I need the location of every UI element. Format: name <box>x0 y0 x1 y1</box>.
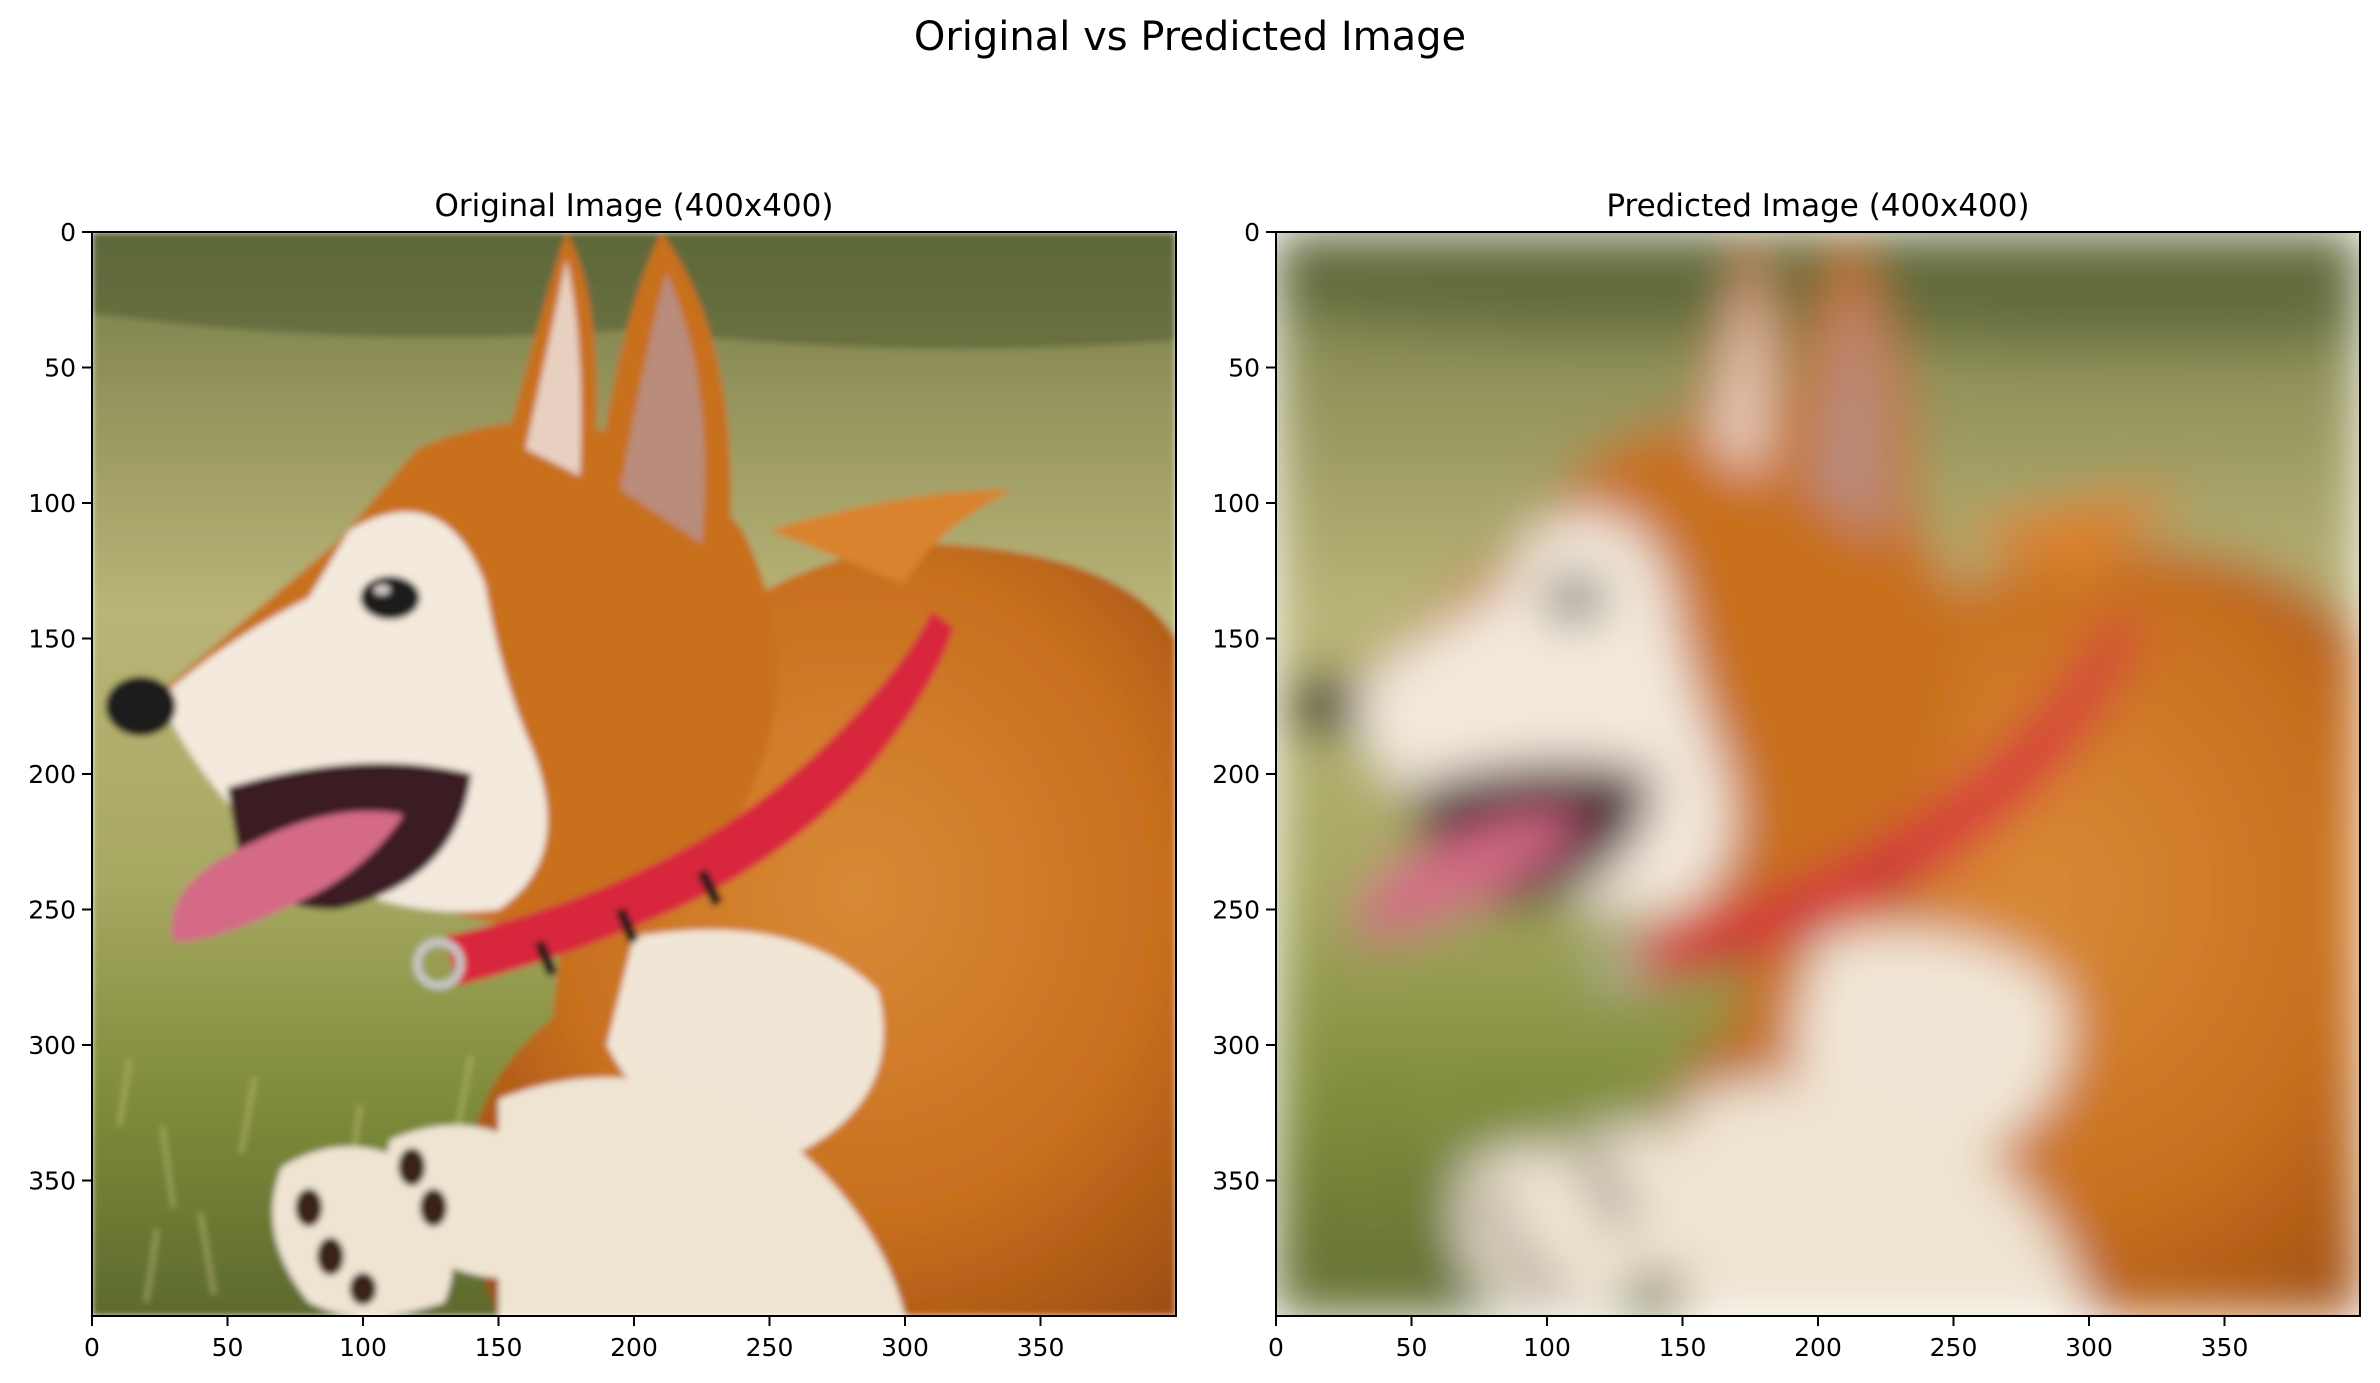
x-tick-label-original: 350 <box>1017 1333 1065 1362</box>
y-tick-label-original: 200 <box>28 760 76 789</box>
y-tick-label-predicted: 200 <box>1212 760 1260 789</box>
y-tick-label-predicted: 0 <box>1244 218 1260 247</box>
x-axis-original: 0 50 100 150 200 250 300 350 <box>84 1316 1064 1362</box>
y-tick-label-original: 300 <box>28 1031 76 1060</box>
x-tick-label-predicted: 50 <box>1396 1333 1428 1362</box>
y-tick-label-original: 0 <box>60 218 76 247</box>
y-axis-original: 0 50 100 150 200 250 300 350 <box>28 218 92 1196</box>
x-axis-predicted: 0 50 100 150 200 250 300 350 <box>1268 1316 2248 1362</box>
y-tick-label-predicted: 350 <box>1212 1167 1260 1196</box>
x-tick-label-predicted: 350 <box>2201 1333 2249 1362</box>
x-tick-label-predicted: 150 <box>1659 1333 1707 1362</box>
y-tick-label-predicted: 150 <box>1212 625 1260 654</box>
x-tick-label-original: 100 <box>339 1333 387 1362</box>
corgi-photo-sharp <box>92 232 1176 1316</box>
y-tick-label-original: 250 <box>28 896 76 925</box>
x-tick-label-original: 250 <box>746 1333 794 1362</box>
x-tick-label-predicted: 250 <box>1930 1333 1978 1362</box>
figure-suptitle: Original vs Predicted Image <box>914 14 1466 60</box>
y-tick-label-original: 350 <box>28 1167 76 1196</box>
y-tick-label-original: 100 <box>28 489 76 518</box>
y-axis-predicted: 0 50 100 150 200 250 300 350 <box>1212 218 1276 1196</box>
x-tick-label-predicted: 100 <box>1523 1333 1571 1362</box>
x-tick-label-original: 300 <box>881 1333 929 1362</box>
panel-original-title: Original Image (400x400) <box>435 188 834 224</box>
panel-predicted: Predicted Image (400x400) 0 50 100 150 200 25… <box>1212 188 2361 1362</box>
x-tick-label-original: 200 <box>610 1333 658 1362</box>
y-tick-label-predicted: 50 <box>1228 354 1260 383</box>
x-tick-label-original: 0 <box>84 1333 100 1362</box>
y-tick-label-predicted: 300 <box>1212 1031 1260 1060</box>
panel-predicted-title: Predicted Image (400x400) <box>1606 188 2029 224</box>
corgi-photo-blurred <box>1276 232 2360 1316</box>
panel-original: Original Image (400x400) 0 50 100 150 200 250… <box>28 188 1177 1362</box>
x-tick-label-predicted: 300 <box>2065 1333 2113 1362</box>
x-tick-label-predicted: 0 <box>1268 1333 1284 1362</box>
x-tick-label-original: 150 <box>475 1333 523 1362</box>
y-tick-label-predicted: 100 <box>1212 489 1260 518</box>
y-tick-label-original: 50 <box>44 354 76 383</box>
x-tick-label-original: 50 <box>212 1333 244 1362</box>
y-tick-label-original: 150 <box>28 625 76 654</box>
y-tick-label-predicted: 250 <box>1212 896 1260 925</box>
x-tick-label-predicted: 200 <box>1794 1333 1842 1362</box>
